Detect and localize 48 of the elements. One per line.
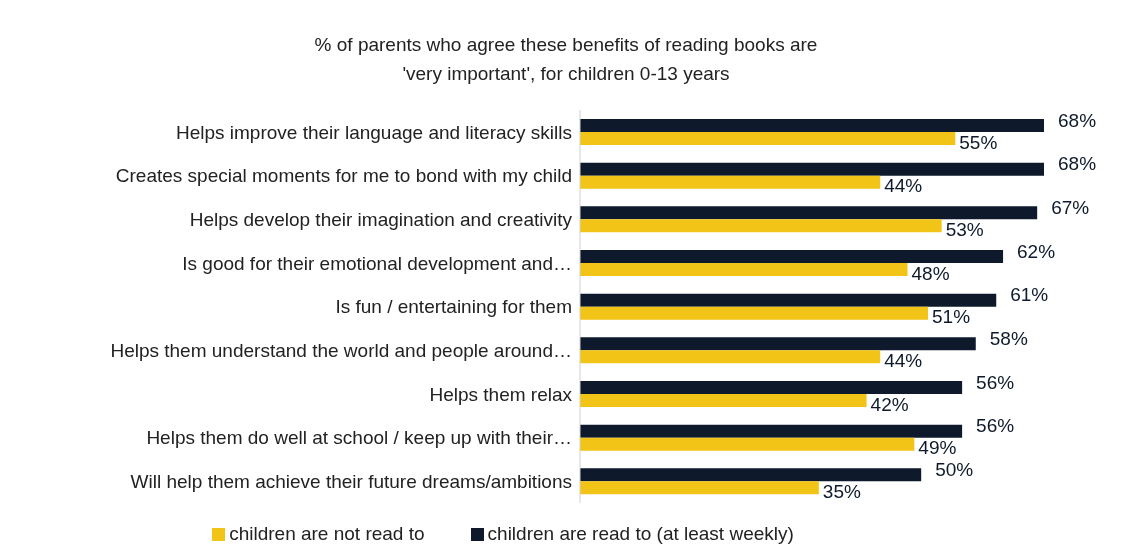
y-tick-label: Helps them understand the world and people around… xyxy=(110,339,572,361)
bar xyxy=(580,394,867,407)
bar xyxy=(580,337,976,351)
data-label: 56% xyxy=(976,371,1015,393)
bar xyxy=(580,206,1038,220)
bar xyxy=(580,381,963,394)
data-label: 67% xyxy=(1051,196,1090,218)
bar xyxy=(580,481,819,495)
data-label: 55% xyxy=(959,131,998,153)
data-label: 68% xyxy=(1058,109,1097,131)
bar xyxy=(580,175,881,189)
data-label: 58% xyxy=(989,327,1028,349)
y-tick-label: Helps them do well at school / keep up with their… xyxy=(146,427,572,449)
data-label: 50% xyxy=(935,458,974,480)
bar xyxy=(580,219,942,233)
data-label: 35% xyxy=(822,480,861,502)
data-label: 49% xyxy=(918,437,957,459)
bar xyxy=(580,132,956,145)
bar xyxy=(580,119,1044,132)
data-label: 48% xyxy=(911,262,950,284)
chart-title: % of parents who agree these benefits of reading books are 'very important', for children 0-13 years xyxy=(313,33,819,86)
bar xyxy=(580,437,915,451)
y-tick-label: Is good for their emotional development and… xyxy=(182,252,572,274)
bar xyxy=(580,424,963,438)
data-label: 44% xyxy=(884,175,923,197)
y-tick-label: Creates special moments for me to bond with my child xyxy=(115,165,572,187)
y-tick-label: Is fun / entertaining for them xyxy=(335,296,572,318)
bar xyxy=(580,468,922,482)
data-label: 68% xyxy=(1058,153,1097,175)
bar xyxy=(580,162,1044,176)
data-label: 42% xyxy=(870,393,909,415)
y-tick-label: Helps develop their imagination and creativity xyxy=(189,208,573,230)
y-tick-label: Helps them relax xyxy=(429,383,573,405)
y-tick-label: Helps improve their language and literacy skills xyxy=(175,121,572,143)
bar xyxy=(580,250,1004,263)
data-label: 44% xyxy=(884,349,923,371)
data-label: 62% xyxy=(1017,240,1056,262)
data-label: 56% xyxy=(976,415,1015,437)
data-label: 61% xyxy=(1010,284,1049,306)
y-tick-label: Will help them achieve their future dreams/ambitions xyxy=(130,470,572,492)
legend-label: children are read to (at least weekly) xyxy=(487,523,794,544)
bar xyxy=(580,263,908,276)
legend-label: children are not read to xyxy=(229,523,425,544)
bar xyxy=(580,293,997,307)
bar xyxy=(580,350,881,364)
data-label: 53% xyxy=(945,218,984,240)
bar xyxy=(580,306,928,320)
data-label: 51% xyxy=(932,306,971,328)
